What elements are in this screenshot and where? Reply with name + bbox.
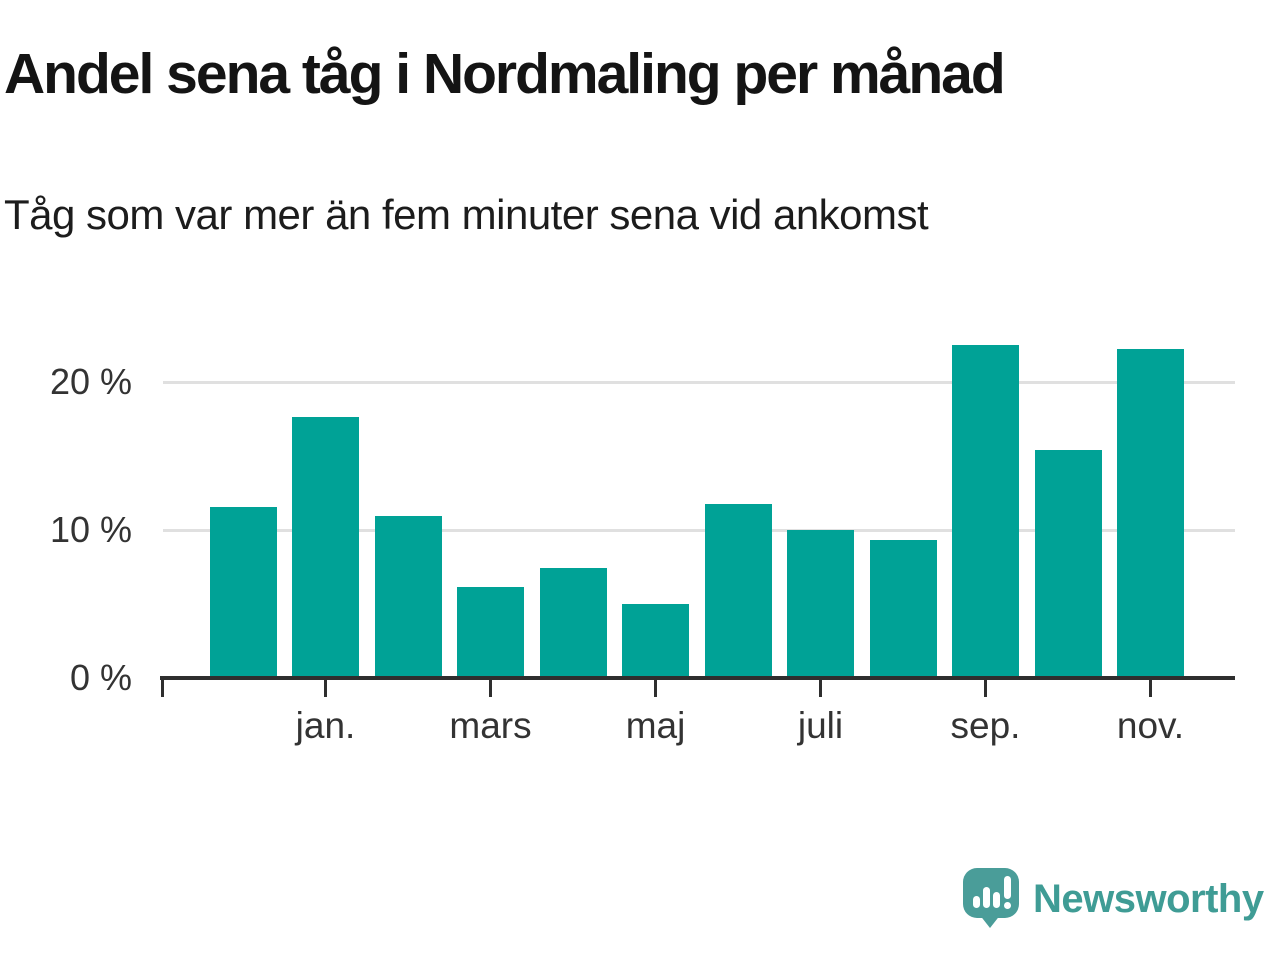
- y-axis-label-20-percent: 20 %: [49, 361, 132, 402]
- logo-exclamation-dot-icon: [1004, 902, 1011, 909]
- gridline-10-percent: [163, 528, 1235, 532]
- chart-subtitle: Tåg som var mer än fem minuter sena vid …: [4, 191, 929, 238]
- x-axis-label-nov: nov.: [1116, 705, 1185, 746]
- logo-exclamation-icon: [1004, 876, 1011, 899]
- chart-title: Andel sena tåg i Nordmaling per månad: [4, 42, 1006, 106]
- y-axis-label-0-percent: 0 %: [69, 657, 132, 698]
- bar-apr: [539, 568, 607, 679]
- x-axis-tick: [819, 680, 822, 697]
- bar-juli: [787, 529, 854, 679]
- x-axis-tick: [654, 680, 657, 697]
- x-axis-tick: [984, 680, 987, 697]
- newsworthy-logo-tail-icon: [979, 914, 1001, 928]
- x-axis-line: [160, 676, 1235, 680]
- y-axis-label-10-percent: 10 %: [49, 509, 132, 550]
- bar-sep: [952, 344, 1019, 679]
- bar-mars: [457, 587, 524, 679]
- bar-juni: [704, 504, 772, 679]
- bar-maj: [622, 603, 689, 679]
- logo-bar-icon: [973, 896, 980, 908]
- logo-bar-icon: [993, 892, 1000, 908]
- bar-nov: [1117, 348, 1184, 679]
- newsworthy-logo: Newsworthy: [963, 866, 1273, 936]
- logo-bar-icon: [983, 887, 990, 908]
- bar-dec: [209, 507, 277, 679]
- bar-okt: [1034, 449, 1102, 679]
- x-axis-label-maj: maj: [625, 705, 686, 746]
- gridline-20-percent: [163, 380, 1235, 384]
- x-axis-tick: [324, 680, 327, 697]
- x-axis-tick: [489, 680, 492, 697]
- bar-chart: 20 % 10 % 0 % jan. mars maj juli sep. nov.: [49, 344, 1235, 746]
- bar-jan: [292, 417, 359, 679]
- x-axis-tick: [1149, 680, 1152, 697]
- x-axis-label-jan: jan.: [295, 705, 356, 746]
- bar-aug: [869, 539, 937, 679]
- x-axis-label-juli: juli: [797, 705, 844, 746]
- x-axis-start-tick: [160, 680, 164, 697]
- brand-name: Newsworthy: [1033, 877, 1264, 921]
- bar-feb: [374, 516, 442, 679]
- x-axis-label-mars: mars: [449, 705, 532, 746]
- x-axis-label-sep: sep.: [950, 705, 1021, 746]
- newsworthy-barchart-icon: [973, 876, 1011, 909]
